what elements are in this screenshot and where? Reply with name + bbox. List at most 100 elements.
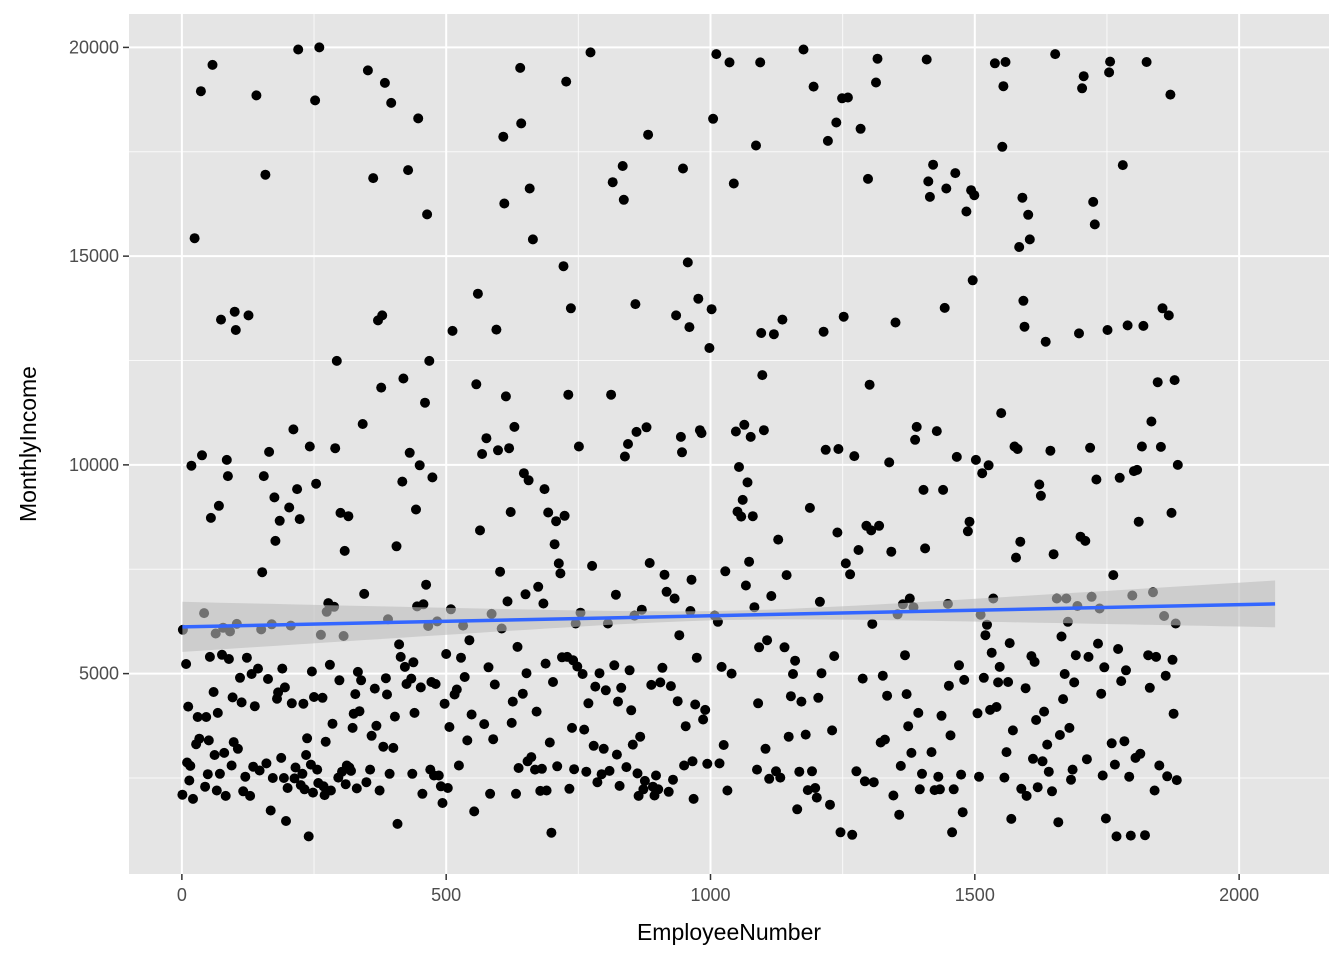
data-point <box>1020 683 1031 694</box>
data-point <box>551 516 562 527</box>
data-point <box>1056 631 1067 642</box>
data-point <box>1104 67 1115 78</box>
data-point <box>1048 549 1059 560</box>
data-point <box>704 343 715 353</box>
data-point <box>279 682 290 693</box>
data-point <box>867 618 878 629</box>
data-point <box>766 591 777 601</box>
data-point <box>361 777 372 788</box>
data-point <box>957 807 968 818</box>
data-point <box>1111 831 1122 842</box>
data-point <box>395 651 406 662</box>
data-point <box>204 651 215 662</box>
data-point <box>639 775 650 786</box>
data-point <box>688 793 699 804</box>
data-point <box>216 314 226 325</box>
data-point <box>1122 320 1133 331</box>
data-point <box>502 596 513 607</box>
x-axis-title: EmployeeNumber <box>637 919 821 945</box>
data-point <box>200 781 211 792</box>
data-point <box>214 768 225 779</box>
data-point <box>513 763 524 773</box>
data-point <box>386 97 397 108</box>
data-point <box>609 660 620 671</box>
data-point <box>479 719 490 730</box>
data-point <box>493 445 503 456</box>
data-point <box>827 725 838 736</box>
data-point <box>1097 770 1108 781</box>
data-point <box>617 161 628 171</box>
data-point <box>779 642 790 653</box>
data-point <box>1165 89 1176 100</box>
x-tick-label: 1500 <box>955 885 995 905</box>
data-point <box>921 54 932 65</box>
data-point <box>1149 785 1160 796</box>
data-point <box>276 752 287 763</box>
data-point <box>569 764 580 775</box>
data-point <box>1171 775 1182 786</box>
data-point <box>818 326 829 337</box>
data-point <box>281 816 291 826</box>
data-point <box>197 450 207 461</box>
data-point <box>882 690 893 701</box>
data-point <box>561 76 572 87</box>
data-point <box>1015 536 1026 547</box>
data-point <box>378 741 389 752</box>
data-point <box>911 421 922 432</box>
data-point <box>596 769 607 780</box>
data-point <box>1140 830 1150 841</box>
data-point <box>592 777 603 788</box>
data-point <box>886 546 897 557</box>
data-point <box>661 586 672 597</box>
data-point <box>644 558 655 568</box>
x-tick-label: 1000 <box>690 885 730 905</box>
data-point <box>754 642 765 653</box>
data-point <box>630 299 641 310</box>
data-point <box>391 541 402 552</box>
data-point <box>686 574 697 585</box>
data-point <box>581 766 592 777</box>
data-point <box>500 391 511 402</box>
data-point <box>444 722 455 732</box>
data-point <box>1109 759 1120 770</box>
data-point <box>524 183 535 194</box>
data-point <box>324 659 335 670</box>
data-point <box>475 525 485 536</box>
data-point <box>1000 57 1011 67</box>
data-point <box>747 511 758 522</box>
data-point <box>999 772 1010 783</box>
data-point <box>303 831 314 842</box>
data-point <box>794 766 805 777</box>
data-point <box>855 123 866 134</box>
data-point <box>657 662 668 673</box>
data-point <box>1152 377 1163 388</box>
data-point <box>265 805 276 816</box>
y-tick-label: 15000 <box>69 246 119 266</box>
data-point <box>900 650 910 661</box>
data-point <box>671 310 682 321</box>
data-point <box>298 698 309 709</box>
data-point <box>573 441 584 452</box>
data-point <box>377 310 388 321</box>
data-point <box>188 793 198 804</box>
data-point <box>184 775 195 786</box>
data-point <box>320 736 331 747</box>
x-tick-label: 0 <box>177 885 187 905</box>
data-point <box>991 702 1002 712</box>
data-point <box>309 692 319 702</box>
data-point <box>1132 464 1143 475</box>
data-point <box>939 302 950 313</box>
data-point <box>211 785 222 796</box>
data-point <box>792 804 803 815</box>
data-point <box>1012 444 1023 454</box>
data-point <box>1113 644 1124 654</box>
data-point <box>783 731 794 742</box>
data-point <box>659 569 670 580</box>
data-point <box>700 704 711 715</box>
data-point <box>679 760 690 771</box>
data-point <box>418 599 429 610</box>
data-point <box>1154 760 1165 771</box>
data-point <box>959 674 970 685</box>
data-point <box>773 534 784 545</box>
data-point <box>330 443 341 454</box>
